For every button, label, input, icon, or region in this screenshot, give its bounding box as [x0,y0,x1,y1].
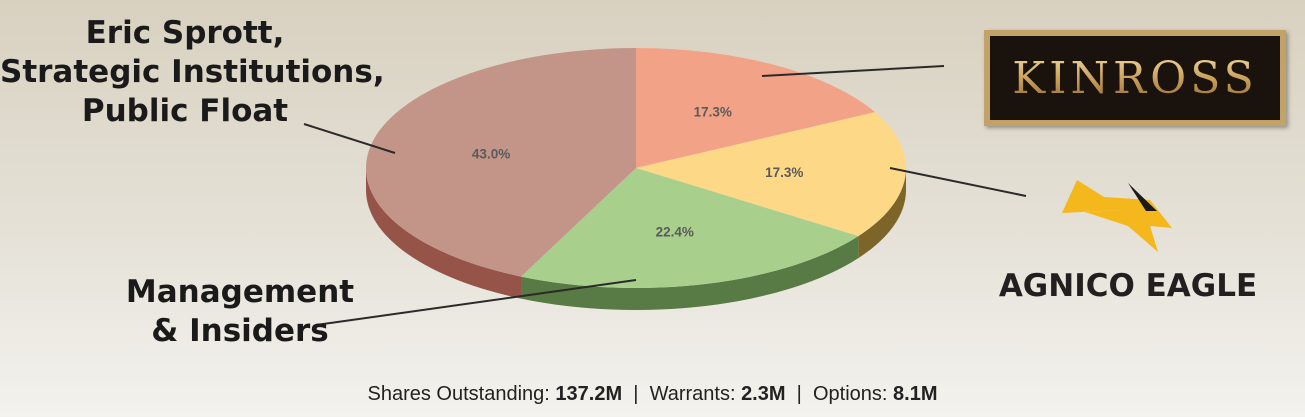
public-float-label: Eric Sprott, Strategic Institutions, Pub… [0,14,385,130]
leader-line-3 [315,279,637,326]
footer-separator: | [633,383,639,405]
public-float-label-line1: Eric Sprott, [85,15,285,51]
kinross-logo: KINROSS [984,30,1286,126]
pie-slice-label-0: 17.3% [694,105,732,120]
pie-sides [366,168,906,310]
footer-separator: | [796,383,802,405]
pie-side-3 [366,168,522,299]
share-structure-footer: Shares Outstanding: 137.2M | Warrants: 2… [0,383,1305,406]
leader-line-2 [303,123,396,154]
options-value: 8.1M [893,383,938,405]
pie-slice-1 [636,112,907,237]
pie-tops [365,48,907,288]
leader-line-1 [889,167,1027,197]
pie-slice-3 [365,48,636,277]
pie-slice-label-2: 22.4% [656,225,694,240]
shares-outstanding-label: Shares Outstanding: [367,383,550,405]
pie-side-2 [521,236,859,310]
management-label-line1: Management [125,274,355,310]
warrants-label: Warrants: [649,383,736,405]
percent-labels: 17.3% 17.3% 22.4% 43.0% [472,105,803,240]
management-label-line2: & Insiders [151,312,329,349]
kinross-logo-text: KINROSS [1012,52,1258,104]
leader-line-0 [761,65,945,77]
options-label: Options: [812,383,888,405]
eagle-icon [1062,180,1172,252]
pie-slice-label-3: 43.0% [472,147,510,162]
public-float-label-line2: Strategic Institutions, [0,53,385,90]
pie-slice-0 [636,48,876,168]
leader-lines [303,65,1027,326]
management-label: Management & Insiders [110,273,370,351]
pie-slice-label-1: 17.3% [765,165,803,180]
pie-slice-2 [521,168,859,288]
shares-outstanding-value: 137.2M [555,383,623,405]
warrants-value: 2.3M [741,383,786,405]
pie-side-1 [858,168,906,259]
agnico-eagle-logo-text: AGNICO EAGLE [998,268,1258,304]
public-float-label-line3: Public Float [81,92,289,129]
